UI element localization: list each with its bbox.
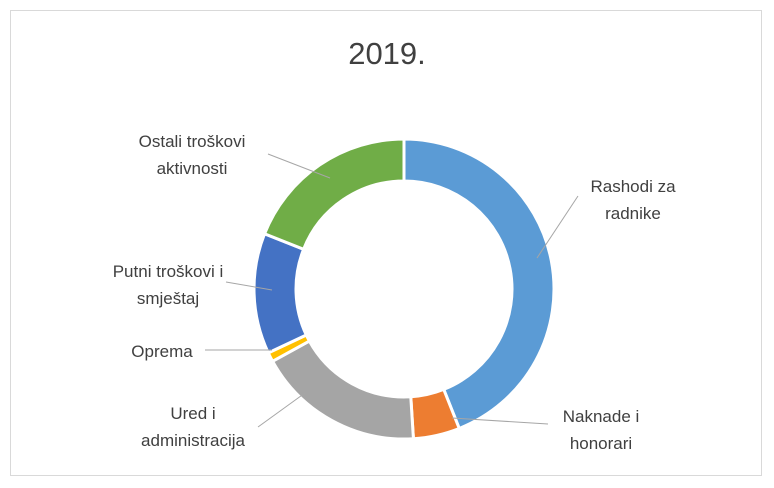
category-label: Rashodi za radnike <box>590 177 676 223</box>
category-label: Naknade i honorari <box>562 407 640 453</box>
chart-frame <box>10 10 762 476</box>
category-label: Oprema <box>131 342 193 361</box>
leader-line <box>536 195 579 259</box>
leader-line <box>451 417 549 425</box>
donut-slice <box>262 137 406 252</box>
leader-line <box>257 392 306 428</box>
category-label: Ured i administracija <box>141 404 245 450</box>
donut-slice <box>270 338 416 441</box>
chart-title: 2019. <box>348 36 426 71</box>
category-label: Putni troškovi i smještaj <box>112 262 224 308</box>
donut-slice <box>252 231 309 355</box>
leader-line <box>225 281 273 291</box>
leader-line <box>267 153 331 179</box>
donut-slice <box>402 137 556 431</box>
category-label: Ostali troškovi aktivnosti <box>138 132 246 178</box>
